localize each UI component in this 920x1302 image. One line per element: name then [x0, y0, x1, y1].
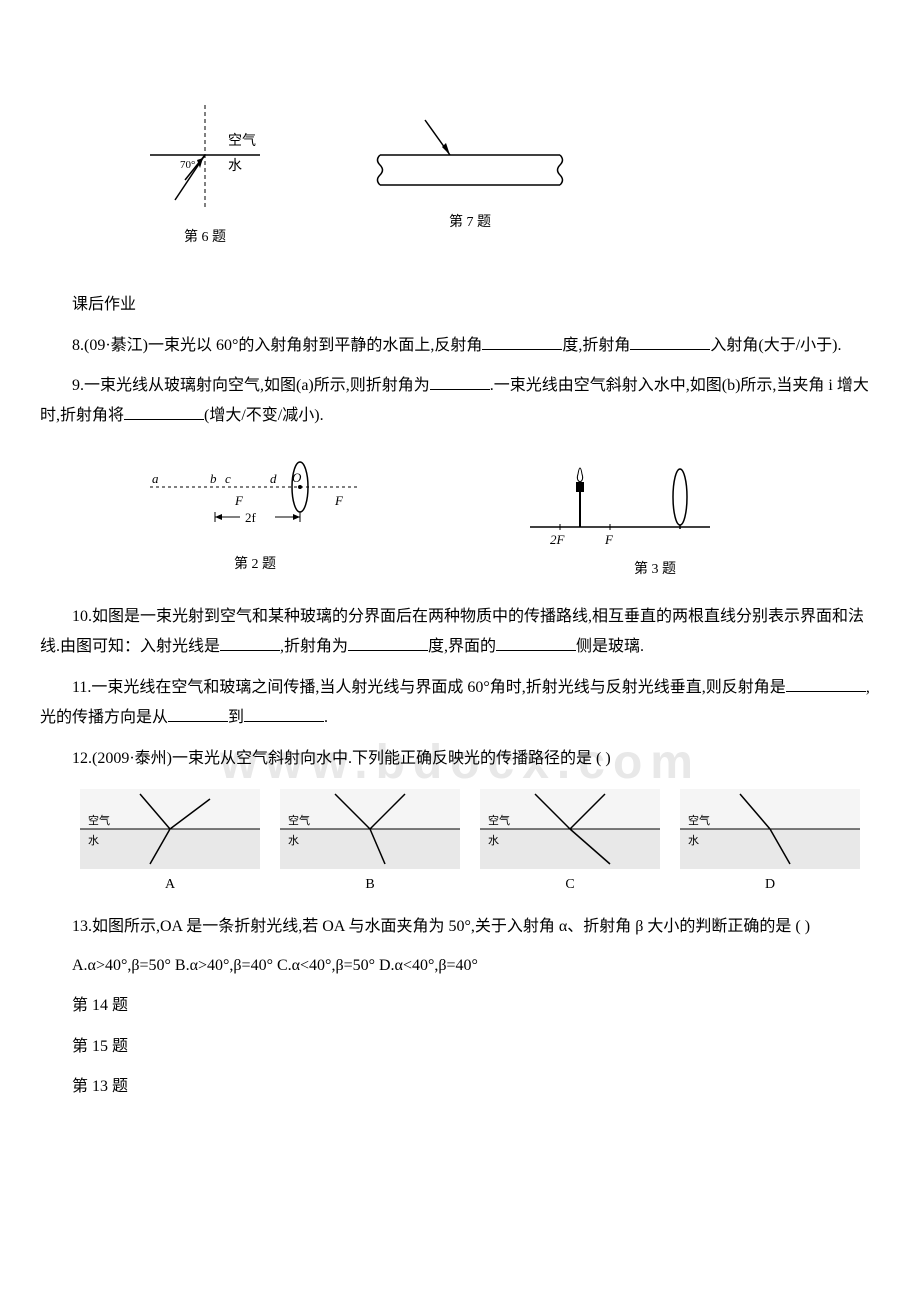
q12-b-label: B	[365, 872, 374, 897]
question-12: 12.(2009·泰州)一束光从空气斜射向水中.下列能正确反映光的传播路径的是 …	[40, 744, 880, 774]
q10-blank-1	[220, 650, 280, 651]
svg-text:水: 水	[688, 834, 699, 847]
svg-text:F: F	[234, 493, 244, 508]
svg-text:空气: 空气	[688, 813, 710, 827]
svg-text:空气: 空气	[88, 813, 110, 827]
q12-a-label: A	[165, 872, 175, 897]
q8-text-2: 度,折射角	[562, 337, 630, 354]
q9-text-1: 9.一束光线从玻璃射向空气,如图(a)所示,则折射角为	[72, 377, 430, 394]
svg-text:2f: 2f	[245, 510, 257, 525]
q12-opt-b-svg: 空气 水	[280, 789, 460, 869]
water-label: 水	[228, 158, 242, 174]
q11-blank-2	[168, 721, 228, 722]
q12-option-b: 空气 水 B	[280, 789, 460, 897]
svg-text:2F: 2F	[550, 532, 566, 547]
lens-right-svg: 2F F	[520, 452, 720, 552]
q11-blank-3	[244, 721, 324, 722]
question-8: 8.(09·綦江)一束光以 60°的入射角射到平静的水面上,反射角 度,折射角 入射…	[40, 331, 880, 361]
q10-text-2: ,折射角为	[280, 638, 348, 655]
q13-label: 第 13 题	[40, 1072, 880, 1102]
svg-text:F: F	[604, 532, 614, 547]
lens-diagram-right: 2F F 第 3 题	[520, 452, 720, 582]
q12-opt-d-svg: 空气 水	[680, 789, 860, 869]
q12-option-c: 空气 水 C	[480, 789, 660, 897]
svg-text:d: d	[270, 471, 277, 486]
top-diagrams-row: 空气 水 70° 第 6 题 第 7 题	[140, 100, 880, 250]
diagram-7-box: 第 7 题	[370, 115, 570, 235]
q15-label: 第 15 题	[40, 1032, 880, 1062]
diagram-6-caption: 第 6 题	[184, 225, 226, 250]
lens-diagrams-row: a b c d F O F 2f 第 2 题	[140, 452, 880, 582]
q11-text-3: 到	[228, 709, 244, 726]
q11-text-1: 11.一束光线在空气和玻璃之间传播,当人射光线与界面成 60°角时,折射光线与反…	[72, 679, 786, 696]
q12-opt-a-svg: 空气 水	[80, 789, 260, 869]
svg-text:c: c	[225, 471, 231, 486]
q9-blank-1	[430, 389, 490, 390]
q13-options: A.α>40°,β=50° B.α>40°,β=40° C.α<40°,β=50…	[40, 952, 880, 981]
diagram-7-svg	[370, 115, 570, 205]
question-13: 13.如图所示,OA 是一条折射光线,若 OA 与水面夹角为 50°,关于入射角…	[40, 912, 880, 942]
question-10: 10.如图是一束光射到空气和某种玻璃的分界面后在两种物质中的传播路线,相互垂直的…	[40, 602, 880, 663]
q10-blank-3	[496, 650, 576, 651]
question-11: 11.一束光线在空气和玻璃之间传播,当人射光线与界面成 60°角时,折射光线与反…	[40, 673, 880, 734]
q8-blank-1	[482, 349, 562, 350]
diagram-7-caption: 第 7 题	[449, 210, 491, 235]
q8-blank-2	[630, 349, 710, 350]
diagram-6-box: 空气 水 70° 第 6 题	[140, 100, 270, 250]
q12-option-a: 空气 水 A	[80, 789, 260, 897]
q10-blank-2	[348, 650, 428, 651]
q12-opt-c-svg: 空气 水	[480, 789, 660, 869]
svg-text:水: 水	[488, 834, 499, 847]
q10-text-3: 度,界面的	[428, 638, 496, 655]
svg-text:空气: 空气	[488, 813, 510, 827]
q12-c-label: C	[565, 872, 574, 897]
svg-text:O: O	[292, 470, 302, 485]
lens-left-svg: a b c d F O F 2f	[140, 457, 370, 547]
q9-text-3: (增大/不变/减小).	[204, 407, 324, 424]
svg-text:空气: 空气	[288, 813, 310, 827]
svg-text:b: b	[210, 471, 217, 486]
angle-label: 70°	[180, 159, 195, 171]
svg-text:水: 水	[288, 834, 299, 847]
page-container: 空气 水 70° 第 6 题 第 7 题 课后作业 8.(09·綦江)一束光以 …	[40, 100, 880, 1102]
q8-text-1: 8.(09·綦江)一束光以 60°的入射角射到平静的水面上,反射角	[72, 337, 482, 354]
q14-label: 第 14 题	[40, 991, 880, 1021]
q11-text-4: .	[324, 709, 328, 726]
svg-text:a: a	[152, 471, 159, 486]
q8-text-3: 入射角(大于/小于).	[710, 337, 841, 354]
air-label: 空气	[228, 133, 256, 149]
lens-diagram-left: a b c d F O F 2f 第 2 题	[140, 457, 370, 577]
q9-blank-2	[124, 419, 204, 420]
svg-text:F: F	[334, 493, 344, 508]
q11-blank-1	[786, 691, 866, 692]
lens-left-caption: 第 2 题	[234, 552, 276, 577]
lens-right-caption: 第 3 题	[634, 557, 676, 582]
diagram-6-svg: 空气 水 70°	[140, 100, 270, 220]
question-9: 9.一束光线从玻璃射向空气,如图(a)所示,则折射角为.一束光线由空气斜射入水中…	[40, 371, 880, 432]
svg-text:水: 水	[88, 834, 99, 847]
q12-option-images: 空气 水 A 空气 水 B	[80, 789, 880, 897]
q12-d-label: D	[765, 872, 775, 897]
homework-heading: 课后作业	[40, 290, 880, 320]
q10-text-4: 侧是玻璃.	[576, 638, 644, 655]
q12-option-d: 空气 水 D	[680, 789, 860, 897]
